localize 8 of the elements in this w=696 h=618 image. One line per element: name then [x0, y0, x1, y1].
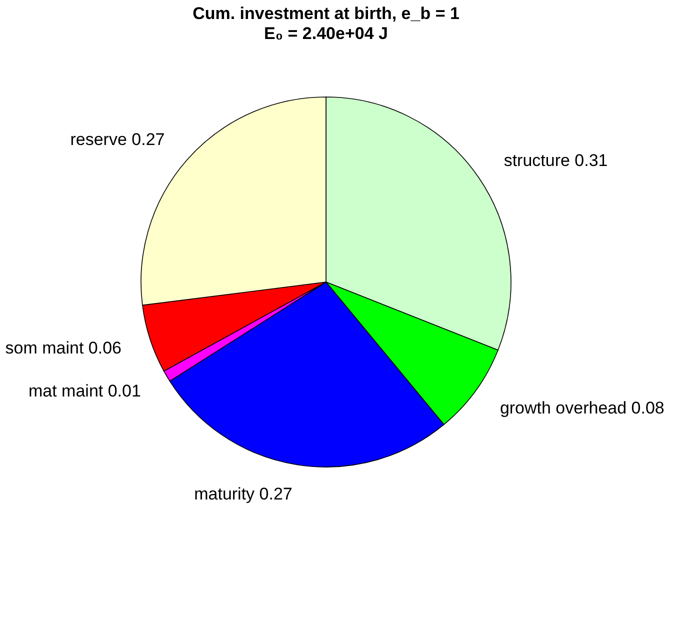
slice-label: som maint 0.06: [5, 338, 122, 358]
chart-title: Cum. investment at birth, e_b = 1: [192, 4, 460, 23]
slice-label: mat maint 0.01: [28, 381, 141, 400]
chart-subtitle: E₀ = 2.40e+04 J: [264, 24, 388, 43]
slice-label: structure 0.31: [504, 151, 608, 170]
slice-label: reserve 0.27: [70, 130, 165, 149]
slice-label: growth overhead 0.08: [500, 398, 664, 418]
slice-label: maturity 0.27: [194, 484, 292, 504]
